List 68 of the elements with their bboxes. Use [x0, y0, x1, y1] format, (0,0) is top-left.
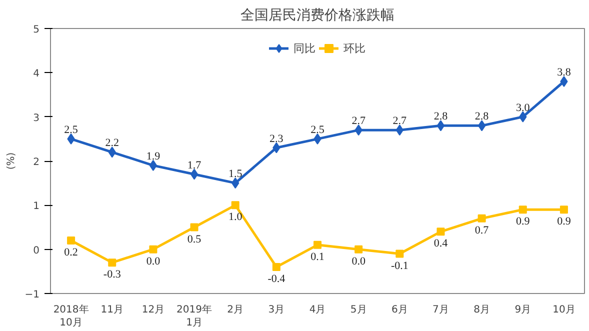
point — [190, 223, 198, 232]
x-tick-label: 4月 — [309, 304, 326, 316]
data-label: 2.8 — [434, 110, 448, 123]
y-tick-label: 0 — [33, 245, 40, 256]
chart-title: 全国居民消费价格涨跌幅 — [240, 8, 394, 24]
data-label: 0.5 — [187, 233, 202, 246]
y-tick-label: −1 — [24, 290, 40, 300]
x-tick-label: 12月 — [142, 304, 165, 316]
x-tick-label: 2018年 10月 — [53, 304, 89, 329]
y-tick-label: 1 — [33, 201, 40, 212]
data-label: 3.0 — [516, 102, 530, 114]
y-tick-label: 5 — [33, 24, 40, 36]
y-tick-label: 2 — [33, 157, 40, 168]
point — [108, 258, 116, 267]
data-label: 0.2 — [64, 246, 78, 258]
legend-label: 环比 — [344, 40, 366, 56]
x-tick-label: 11月 — [100, 304, 124, 316]
data-label: 0.9 — [516, 216, 530, 228]
point — [560, 206, 568, 214]
data-label: 1.7 — [187, 159, 202, 172]
x-tick-label: 8月 — [474, 304, 490, 316]
data-label: 2.3 — [270, 132, 284, 145]
y-tick-label: 3 — [33, 112, 40, 124]
data-label: 3.8 — [557, 66, 572, 78]
point — [272, 263, 280, 271]
x-tick-label: 5月 — [350, 304, 367, 316]
point — [231, 201, 240, 210]
point — [314, 240, 322, 249]
data-label: 0.7 — [474, 224, 490, 236]
point — [190, 168, 198, 180]
data-label: 1.0 — [228, 211, 243, 224]
data-label: 2.2 — [105, 137, 119, 150]
point — [478, 214, 486, 222]
x-tick-label: 3月 — [268, 304, 285, 316]
data-label: 0.1 — [310, 250, 324, 263]
point — [478, 120, 486, 132]
point — [396, 250, 404, 258]
data-label: 0.9 — [557, 216, 572, 228]
x-tick-label: 2019年 1月 — [176, 304, 212, 329]
x-tick-label: 10月 — [552, 304, 576, 316]
point — [436, 120, 445, 132]
data-label: 2.5 — [64, 124, 78, 136]
point — [67, 236, 76, 244]
x-tick-label: 7月 — [432, 304, 449, 316]
point — [560, 76, 568, 87]
data-label: 2.5 — [310, 124, 325, 136]
point — [149, 160, 158, 171]
data-label: -0.3 — [103, 268, 122, 281]
data-label: 2.7 — [352, 115, 366, 128]
y-tick-label: 4 — [33, 68, 40, 80]
legend-label: 同比 — [294, 40, 316, 56]
point — [518, 206, 527, 214]
point — [149, 245, 158, 254]
y-axis-title: (%) — [6, 152, 17, 170]
data-label: -0.4 — [268, 273, 286, 285]
data-label: 0.0 — [352, 255, 366, 268]
data-label: 2.7 — [392, 115, 408, 128]
x-tick-label: 6月 — [391, 304, 408, 316]
data-label: 0.4 — [434, 238, 448, 250]
point — [436, 228, 445, 236]
point — [354, 245, 363, 254]
x-tick-label: 9月 — [514, 304, 532, 316]
data-label: 1.9 — [146, 150, 161, 162]
data-label: 0.0 — [146, 255, 161, 268]
x-tick-label: 2月 — [227, 304, 244, 316]
data-label: 2.8 — [474, 110, 490, 123]
data-label: -0.1 — [390, 260, 408, 272]
data-label: 1.5 — [228, 168, 243, 180]
